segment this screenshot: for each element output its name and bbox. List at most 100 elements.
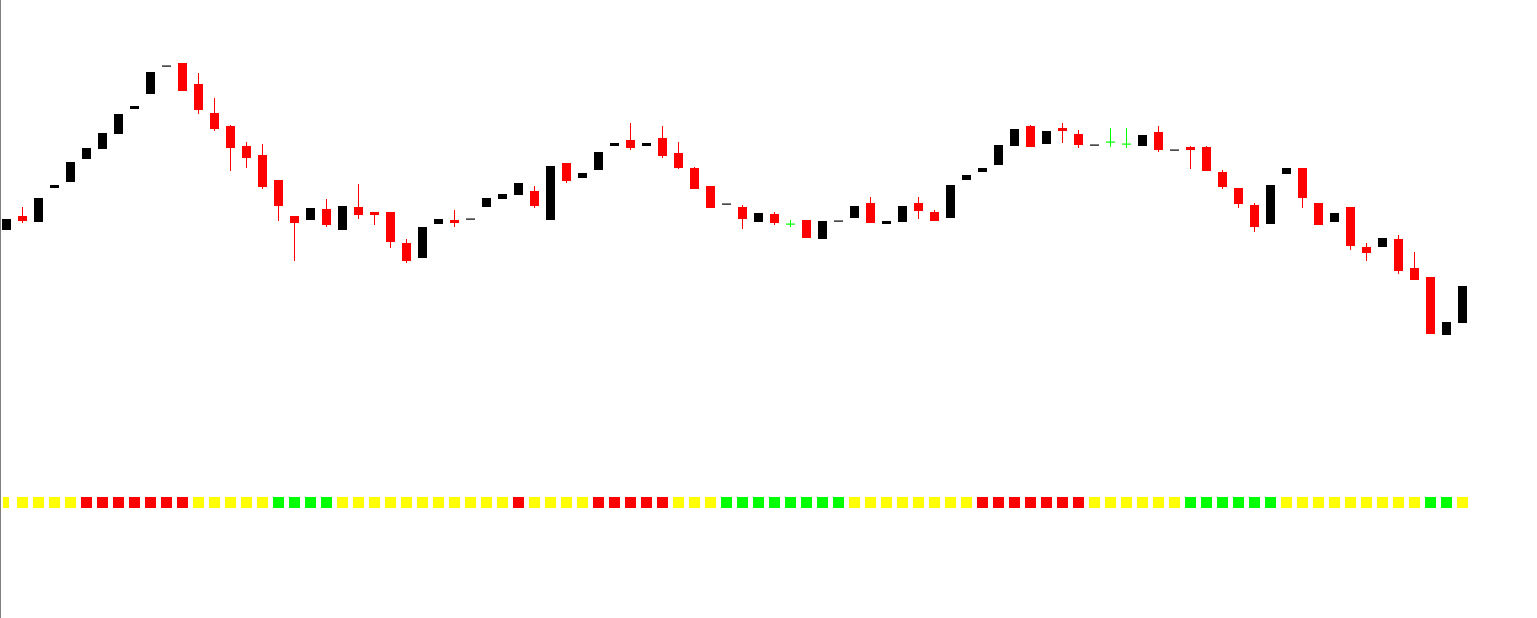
indicator-square-yellow [257,497,268,508]
candle [530,186,539,208]
indicator-square-red [1041,497,1052,508]
candle-body [1330,213,1339,222]
indicator-square-yellow [65,497,76,508]
candles-layer [2,63,1467,335]
candle-body [1394,239,1403,271]
indicator-square-yellow [1137,497,1148,508]
candle-body [786,223,795,225]
candle-body [530,191,539,206]
indicator-square-yellow [545,497,556,508]
candle-body [626,140,635,148]
indicator-square-red [145,497,156,508]
candle [114,114,123,134]
candle-body [994,145,1003,165]
candle [178,63,187,91]
candle [626,123,635,150]
indicator-square-yellow [1393,497,1404,508]
candle [1058,123,1067,143]
candle-body [274,180,283,206]
candle [1250,203,1259,232]
candle-body [386,212,395,242]
candle [642,143,651,146]
candle-body [1154,132,1163,150]
indicator-square-yellow [193,497,204,508]
candle-body [498,194,507,199]
candle-body [1058,128,1067,131]
candle [850,206,859,218]
candle [594,152,603,170]
candle-body [178,63,187,91]
candle-body [882,221,891,224]
indicator-square-green [753,497,764,508]
indicator-square-red [513,497,524,508]
candle-body [866,203,875,223]
indicator-square-yellow [689,497,700,508]
candle [786,220,795,227]
indicator-square-yellow [705,497,716,508]
candle [466,218,475,220]
candle [450,210,459,227]
candle-body [1458,286,1467,323]
indicator-square-green [1265,497,1276,508]
indicator-square-yellow [337,497,348,508]
candle-body [722,203,731,205]
indicator-square-yellow [865,497,876,508]
candle [226,125,235,171]
indicator-square-red [593,497,604,508]
candle-body [98,133,107,149]
candle [1346,207,1355,250]
indicator-square-yellow [17,497,28,508]
indicator-square-green [289,497,300,508]
candle [994,145,1003,165]
candle-body [306,208,315,220]
indicator-square-red [161,497,172,508]
indicator-square-yellow [3,497,9,508]
candle [946,185,955,218]
candle [242,142,251,168]
candle [738,205,747,229]
candle-body [322,209,331,225]
indicator-square-yellow [449,497,460,508]
candle-body [562,163,571,181]
candle [1218,170,1227,189]
candle-body [1378,238,1387,247]
indicator-square-green [721,497,732,508]
candle [866,197,875,223]
candle [1186,146,1195,169]
indicator-square-yellow [1377,497,1388,508]
indicator-square-yellow [497,497,508,508]
indicator-square-yellow [49,497,60,508]
candle-body [466,218,475,220]
indicator-square-red [113,497,124,508]
candle-body [1250,205,1259,227]
candle-body [802,220,811,238]
candle-body [514,183,523,195]
candle-body [1298,168,1307,198]
candle [1298,168,1307,208]
candle [1234,188,1243,208]
candle [722,203,731,205]
indicator-square-green [1185,497,1196,508]
candle-body [1346,207,1355,246]
candle [402,239,411,263]
candle [66,162,75,182]
candle [130,106,139,109]
candle [754,213,763,222]
indicator-square-red [97,497,108,508]
candle-body [1218,172,1227,187]
candle [162,65,171,67]
candle [274,180,283,221]
candle-body [978,168,987,172]
candle [2,219,11,230]
indicator-square-yellow [1281,497,1292,508]
candle-body [1026,126,1035,147]
candle [418,227,427,258]
candle-body [706,186,715,208]
indicator-square-yellow [481,497,492,508]
candle-body [450,220,459,223]
indicator-square-red [993,497,1004,508]
candle [882,221,891,224]
indicator-strip [3,497,1468,508]
candle-body [1266,185,1275,224]
